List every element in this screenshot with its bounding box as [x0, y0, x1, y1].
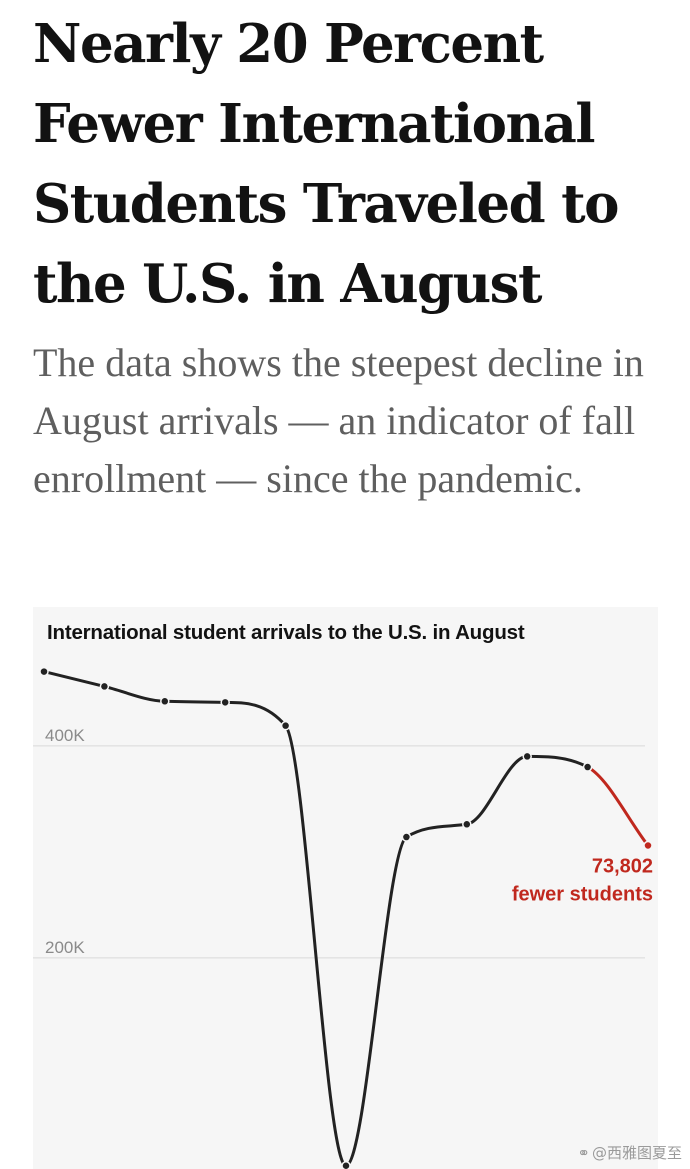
watermark-text: @西雅图夏至 [591, 1144, 682, 1162]
data-point [643, 840, 653, 851]
data-point [220, 697, 230, 708]
y-tick-label: 200K [45, 938, 85, 957]
data-point [39, 666, 49, 677]
data-point [401, 832, 412, 842]
data-point [462, 819, 472, 830]
data-point [160, 696, 170, 707]
chart-title: International student arrivals to the U.… [47, 621, 525, 644]
data-point [280, 720, 291, 731]
data-point [522, 751, 532, 762]
headline: Nearly 20 Percent Fewer International St… [33, 13, 619, 315]
summary: The data shows the steepest decline in A… [33, 340, 644, 501]
decline-segment [586, 765, 650, 848]
watermark: ⚭ @西雅图夏至 [577, 1142, 682, 1163]
data-point [341, 1161, 351, 1169]
data-point [582, 762, 593, 772]
data-point [99, 681, 110, 692]
decline-caption-annotation: fewer students [512, 884, 653, 906]
decline-value-annotation: 73,802 [592, 856, 653, 878]
weibo-icon: ⚭ [577, 1143, 590, 1162]
chart-card: International student arrivals to the U.… [33, 607, 658, 1169]
y-tick-label: 400K [45, 726, 85, 745]
